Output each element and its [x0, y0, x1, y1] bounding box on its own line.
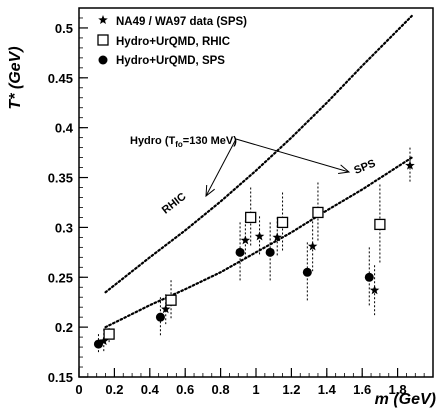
data-point-open-square — [245, 211, 257, 224]
x-axis-ticks: 0 0.2 0.4 0.6 0.8 1 1.2 1.4 1.6 1.8 — [75, 368, 434, 397]
y-tick-label: 0.3 — [55, 220, 73, 235]
x-tick-label: 0.6 — [176, 382, 194, 397]
x-tick-label: 1.2 — [282, 382, 300, 397]
data-point-open-square — [276, 216, 289, 229]
y-axis-label: T* (GeV) — [7, 46, 24, 109]
data-point-filled-circle — [265, 247, 275, 257]
data-point-open-square — [312, 206, 324, 219]
legend-label-sps: Hydro+UrQMD, SPS — [116, 55, 225, 67]
hydro-annotation-subscript: fo — [175, 140, 183, 149]
x-tick-label: 0 — [75, 382, 82, 397]
data-point-star — [240, 235, 251, 245]
y-tick-label: 0.45 — [48, 71, 73, 86]
data-point-star — [272, 232, 282, 242]
data-point-star — [99, 336, 109, 346]
data-point-star — [307, 241, 318, 251]
data-point-star — [160, 304, 171, 314]
legend-label-data: NA49 / WA97 data (SPS) — [116, 16, 247, 28]
legend-marker-star — [98, 15, 108, 25]
data-point-filled-circle — [235, 247, 245, 257]
legend-marker-filled-circle — [98, 55, 108, 65]
x-tick-label: 1 — [252, 382, 259, 397]
x-tick-label: 1.4 — [318, 382, 337, 397]
hydro-annotation-suffix: =130 MeV) — [183, 135, 237, 147]
data-point-open-square — [374, 218, 386, 231]
curve-sps — [104, 156, 413, 329]
legend-marker-open-square — [97, 34, 109, 46]
data-point-star — [254, 231, 265, 241]
x-tick-label: 0.8 — [212, 382, 230, 397]
point-layer — [93, 147, 415, 355]
x-tick-label: 1.6 — [353, 382, 371, 397]
legend-star-symbol — [98, 15, 108, 25]
x-tick-label: 1.8 — [389, 382, 407, 397]
y-tick-label: 0.35 — [48, 171, 73, 186]
data-point-filled-circle — [93, 339, 103, 349]
curve-rhic — [104, 14, 413, 294]
arrow-to-rhic — [205, 138, 237, 198]
hydro-annotation-prefix: Hydro (T — [130, 135, 176, 147]
data-point-filled-circle — [364, 272, 374, 282]
data-point-filled-circle — [155, 312, 165, 322]
y-tick-label: 0.4 — [55, 121, 74, 136]
y-tick-label: 0.15 — [48, 370, 73, 385]
curve-layer — [104, 14, 413, 329]
y-tick-label: 0.2 — [55, 320, 73, 335]
x-tick-label: 0.4 — [141, 382, 160, 397]
y-tick-label: 0.5 — [55, 21, 73, 36]
curve-label-sps: SPS — [352, 158, 377, 177]
x-tick-label: 0.2 — [105, 382, 123, 397]
legend-label-rhic: Hydro+UrQMD, RHIC — [116, 36, 230, 48]
y-tick-label: 0.25 — [48, 270, 73, 285]
y-axis-ticks: 0.15 0.2 0.25 0.3 0.35 0.4 0.45 0.5 — [48, 17, 88, 385]
data-point-open-square — [103, 328, 115, 340]
x-axis-label: m (GeV) — [375, 391, 436, 408]
legend-square-symbol — [97, 34, 109, 46]
data-point-open-square — [165, 294, 177, 306]
legend-circle-symbol — [98, 55, 108, 65]
legend: NA49 / WA97 data (SPS) Hydro+UrQMD, RHIC… — [97, 15, 247, 67]
data-point-filled-circle — [302, 267, 312, 277]
annotation-arrows — [205, 138, 351, 198]
data-point-star — [369, 285, 380, 295]
curve-label-rhic: RHIC — [160, 191, 189, 217]
data-point-star — [405, 160, 415, 170]
arrow-to-sps — [235, 138, 351, 174]
hydro-annotation: Hydro (Tfo=130 MeV) — [130, 135, 237, 149]
